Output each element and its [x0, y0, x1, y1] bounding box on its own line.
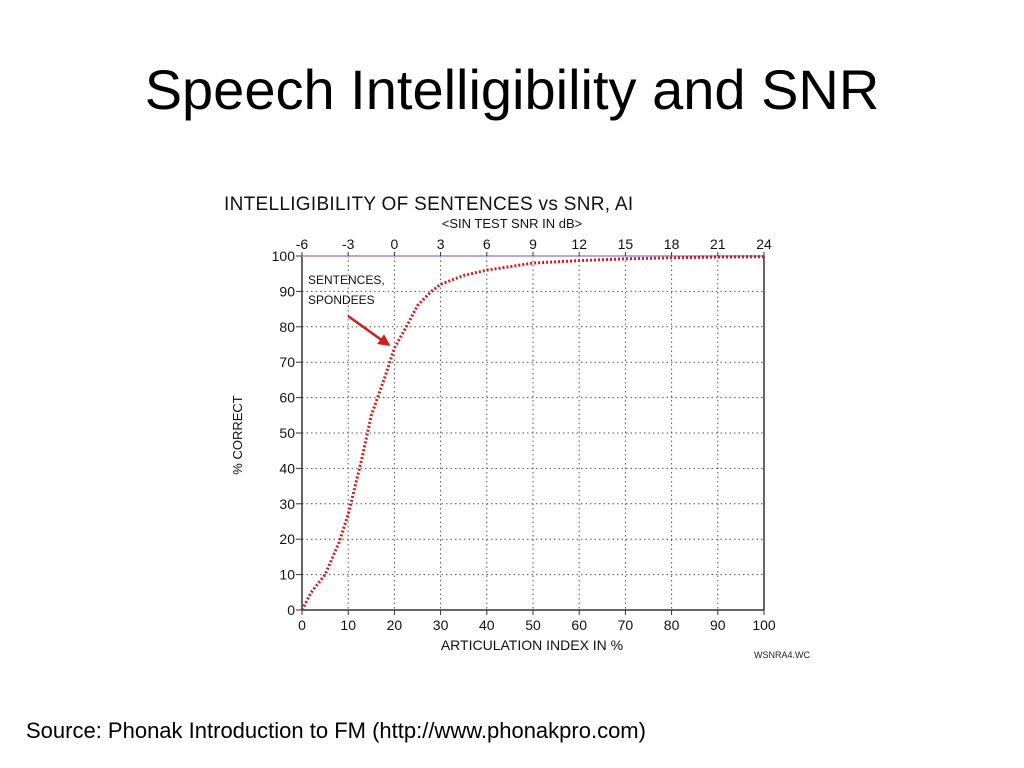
- x-tick-label: 30: [433, 617, 449, 633]
- top-tick-label: -3: [342, 236, 355, 252]
- y-tick-label: 90: [279, 283, 295, 299]
- top-tick-label: 24: [756, 236, 772, 252]
- x-axis-label: ARTICULATION INDEX IN %: [441, 637, 623, 653]
- axes: [296, 252, 765, 615]
- y-tick-label: 40: [279, 460, 295, 476]
- intelligibility-chart: INTELLIGIBILITY OF SENTENCES vs SNR, AI …: [224, 194, 811, 660]
- top-tick-label: 18: [664, 236, 680, 252]
- y-tick-label: 100: [272, 248, 296, 264]
- top-tick-label: 15: [618, 236, 634, 252]
- y-tick-label: 10: [279, 567, 295, 583]
- y-tick-label: 20: [279, 531, 295, 547]
- annotation: SENTENCES, SPONDEES: [308, 273, 391, 347]
- x-tick-label: 40: [479, 617, 495, 633]
- grid: [302, 256, 764, 610]
- top-tick-label: 21: [710, 236, 726, 252]
- source-citation: Source: Phonak Introduction to FM (http:…: [26, 718, 646, 743]
- y-tick-label: 0: [287, 602, 295, 618]
- tick-labels: 0 10 20 30 40 50 60 70 80 90 100010203040506070809…: [272, 236, 776, 633]
- slide-title: Speech Intelligibility and SNR: [144, 58, 880, 121]
- x-tick-label: 100: [752, 617, 776, 633]
- annotation-text: SENTENCES,: [308, 273, 385, 287]
- chart-footnote: WSNRA4.WC: [754, 650, 811, 660]
- x-tick-label: 70: [618, 617, 634, 633]
- y-tick-label: 70: [279, 354, 295, 370]
- arrow-head-icon: [377, 334, 391, 347]
- y-tick-label: 80: [279, 319, 295, 335]
- chart-subtitle: <SIN TEST SNR IN dB>: [442, 216, 582, 231]
- x-tick-label: 50: [525, 617, 541, 633]
- x-tick-label: 80: [664, 617, 680, 633]
- y-axis-label: % CORRECT: [230, 395, 245, 475]
- x-tick-label: 20: [387, 617, 403, 633]
- series: [300, 255, 765, 611]
- chart-container: INTELLIGIBILITY OF SENTENCES vs SNR, AI …: [220, 180, 820, 670]
- x-tick-label: 90: [710, 617, 726, 633]
- top-tick-label: 3: [437, 236, 445, 252]
- x-tick-label: 0: [298, 617, 306, 633]
- top-tick-label: -6: [296, 236, 309, 252]
- chart-title: INTELLIGIBILITY OF SENTENCES vs SNR, AI: [224, 194, 633, 215]
- y-tick-label: 50: [279, 425, 295, 441]
- top-tick-label: 6: [483, 236, 491, 252]
- annotation-arrow: [347, 314, 386, 344]
- x-tick-label: 60: [571, 617, 587, 633]
- series-line: [300, 255, 765, 611]
- annotation-text: SPONDEES: [308, 293, 375, 307]
- top-tick-label: 0: [391, 236, 399, 252]
- top-tick-label: 12: [571, 236, 587, 252]
- top-tick-label: 9: [529, 236, 537, 252]
- y-tick-label: 60: [279, 390, 295, 406]
- x-tick-label: 10: [340, 617, 356, 633]
- y-tick-label: 30: [279, 496, 295, 512]
